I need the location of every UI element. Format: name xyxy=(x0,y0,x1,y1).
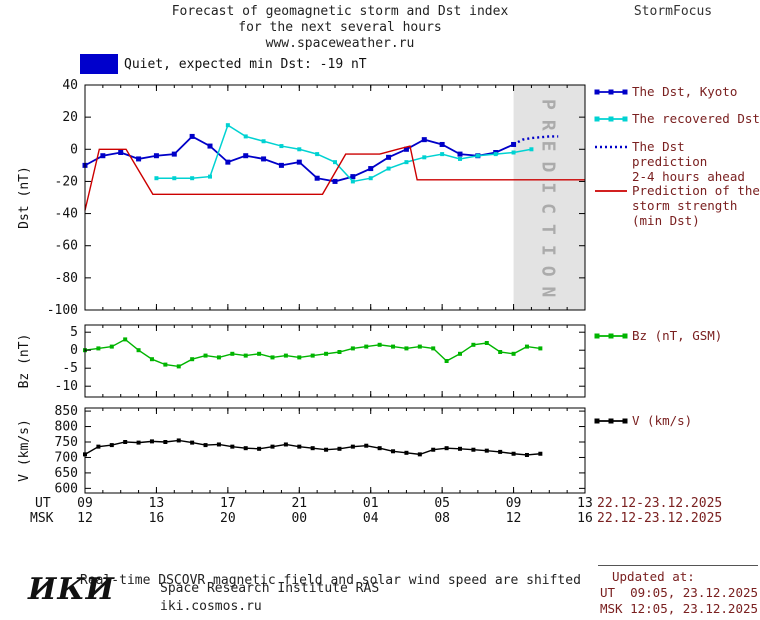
title-line-3: www.spaceweather.ru xyxy=(265,36,415,51)
x-tick-msk: 00 xyxy=(291,511,307,526)
legend-label: The recovered Dst xyxy=(632,111,760,126)
prediction-band xyxy=(513,85,585,310)
x-tick-msk: 16 xyxy=(149,511,165,526)
legend-item-storm-prediction: Prediction of the storm strength (min Ds… xyxy=(594,183,760,228)
legend-label: Bz (nT, GSM) xyxy=(632,328,723,343)
panel-border xyxy=(84,84,586,311)
red-line-icon xyxy=(595,190,627,192)
y-tick-label: 800 xyxy=(55,420,78,435)
y-tick-label: -80 xyxy=(55,271,78,286)
chart-caption: Real-time DSCOVR magnetic field and sola… xyxy=(80,538,581,620)
x-tick-ut: 09 xyxy=(77,496,93,511)
y-axis-title-v: V (km/s) xyxy=(17,419,32,482)
legend-label: Prediction of the xyxy=(632,183,760,198)
x-tick-ut: 21 xyxy=(291,496,307,511)
x-tick-msk: 04 xyxy=(363,511,379,526)
panel-border xyxy=(84,324,586,398)
dst-kyoto-line-icon xyxy=(594,89,628,95)
x-tick-msk: 08 xyxy=(434,511,450,526)
x-tick-ut: 13 xyxy=(577,496,593,511)
series-bz-nt-gsm- xyxy=(83,337,543,369)
title-line-2: for the next several hours xyxy=(238,20,442,35)
brand-label: StormFocus xyxy=(633,4,713,19)
y-tick-label: 0 xyxy=(70,343,78,358)
legend-item-dst-kyoto: The Dst, Kyoto xyxy=(594,84,737,99)
y-tick-label: 0 xyxy=(70,142,78,157)
y-tick-label: -20 xyxy=(55,174,78,189)
y-tick-label: -5 xyxy=(62,361,78,376)
msk-date-range: 22.12-23.12.2025 xyxy=(597,511,722,526)
updated-ut-time: UT 09:05, 23.12.2025 xyxy=(600,585,759,600)
legend-label: storm strength xyxy=(632,198,738,213)
x-tick-ut: 13 xyxy=(149,496,165,511)
y-tick-label: -40 xyxy=(55,207,78,222)
y-axis-title-dst: Dst (nT) xyxy=(17,166,32,229)
legend-label: 2-4 hours ahead xyxy=(632,169,745,184)
bz-line-icon xyxy=(594,333,628,339)
y-tick-label: 650 xyxy=(55,466,78,481)
recovered-dst-line-icon xyxy=(594,116,628,122)
page-title: Forecast of geomagnetic storm and Dst in… xyxy=(0,4,680,52)
y-tick-label: 700 xyxy=(55,450,78,465)
series-the-dst-kyoto xyxy=(82,133,517,184)
quiet-status-swatch xyxy=(80,54,118,74)
legend-label: The Dst prediction xyxy=(632,139,708,169)
quiet-status-label: Quiet, expected min Dst: -19 nT xyxy=(124,57,367,72)
x-tick-ut: 05 xyxy=(434,496,450,511)
updated-divider xyxy=(598,565,758,566)
y-tick-label: -10 xyxy=(55,379,78,394)
y-tick-label: 40 xyxy=(62,78,78,93)
y-tick-label: 850 xyxy=(55,404,78,419)
y-axis-title-bz: Bz (nT) xyxy=(17,334,32,389)
legend-label: (min Dst) xyxy=(632,213,700,228)
x-tick-msk: 20 xyxy=(220,511,236,526)
x-tick-msk: 12 xyxy=(77,511,93,526)
updated-at-label: Updated at: xyxy=(612,569,695,584)
title-line-1: Forecast of geomagnetic storm and Dst in… xyxy=(171,4,509,19)
y-tick-label: -100 xyxy=(47,303,78,318)
prediction-band-label: PREDICTION xyxy=(537,99,558,307)
legend-item-bz: Bz (nT, GSM) xyxy=(594,328,722,343)
legend-label: V (km/s) xyxy=(632,413,693,428)
legend-item-dst-prediction: The Dst prediction 2-4 hours ahead xyxy=(594,139,760,184)
caption-line-1: Real-time DSCOVR magnetic field and sola… xyxy=(80,573,581,588)
legend-item-recovered-dst: The recovered Dst xyxy=(594,111,760,126)
x-tick-msk: 12 xyxy=(506,511,522,526)
iki-logo: ИКИ xyxy=(28,572,115,607)
msk-row-label: MSK xyxy=(30,511,54,526)
institute-site: iki.cosmos.ru xyxy=(160,599,262,614)
series-the-recovered-dst xyxy=(154,123,534,184)
y-tick-label: 20 xyxy=(62,110,78,125)
series-v-km-s- xyxy=(83,438,543,457)
y-tick-label: 5 xyxy=(70,325,78,340)
institute-name: Space Research Institute RAS xyxy=(160,581,380,596)
y-tick-label: -60 xyxy=(55,239,78,254)
x-tick-ut: 01 xyxy=(363,496,379,511)
series-prediction-of-the-storm-strength-min-dst- xyxy=(84,145,585,211)
v-line-icon xyxy=(594,418,628,424)
legend-item-v: V (km/s) xyxy=(594,413,692,428)
ut-row-label: UT xyxy=(35,496,51,511)
x-tick-msk: 16 xyxy=(577,511,593,526)
legend-label: The Dst, Kyoto xyxy=(632,84,738,99)
x-tick-ut: 17 xyxy=(220,496,236,511)
y-tick-label: 750 xyxy=(55,435,78,450)
y-tick-label: 600 xyxy=(55,481,78,496)
x-tick-ut: 09 xyxy=(506,496,522,511)
dotted-line-icon xyxy=(595,145,627,149)
panel-border xyxy=(84,407,586,494)
updated-msk-time: MSK 12:05, 23.12.2025 xyxy=(600,601,759,616)
ut-date-range: 22.12-23.12.2025 xyxy=(597,496,722,511)
